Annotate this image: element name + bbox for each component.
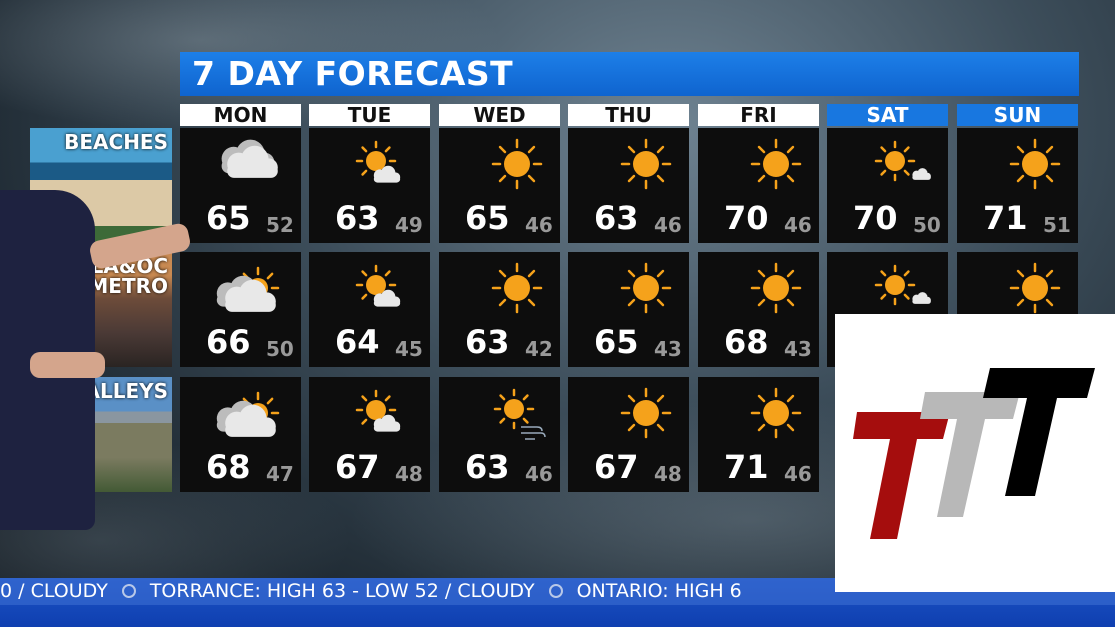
sun-cloud-icon xyxy=(355,140,401,183)
day-header-thu: THU xyxy=(568,104,689,127)
day-header-fri: FRI xyxy=(698,104,819,127)
forecast-cell: 63 49 xyxy=(309,128,430,243)
cloudy-icon xyxy=(221,139,278,178)
ticker-item: 0 / CLOUDY xyxy=(0,580,108,602)
sunny-icon xyxy=(620,138,672,190)
cbs-eye-icon xyxy=(121,584,136,598)
low-temp: 50 xyxy=(266,337,294,361)
forecast-cell: 65 46 xyxy=(439,128,560,243)
day-header-mon: MON xyxy=(180,104,301,127)
high-temp: 65 xyxy=(465,199,510,237)
forecast-cell: 70 50 xyxy=(827,128,948,243)
forecast-cell: 63 46 xyxy=(568,128,689,243)
ttt-logo-icon xyxy=(853,368,1095,539)
forecast-cell: 65 43 xyxy=(568,252,689,367)
forecast-cell: 67 48 xyxy=(309,377,430,492)
forecast-cell: 71 51 xyxy=(957,128,1078,243)
high-temp: 63 xyxy=(465,448,510,486)
sun-small-cloud-icon xyxy=(874,140,931,182)
sunny-icon xyxy=(1009,262,1061,314)
cbs-eye-icon xyxy=(548,584,563,598)
forecast-cell: 67 48 xyxy=(568,377,689,492)
low-temp: 45 xyxy=(395,337,423,361)
ticker-item: ONTARIO: HIGH 6 xyxy=(576,580,742,602)
high-temp: 63 xyxy=(465,323,510,361)
sunny-icon xyxy=(750,387,802,439)
high-temp: 66 xyxy=(206,323,251,361)
high-temp: 65 xyxy=(206,199,251,237)
high-temp: 65 xyxy=(594,323,639,361)
sunny-icon xyxy=(750,262,802,314)
partly-cloudy-icon xyxy=(216,391,280,437)
high-temp: 70 xyxy=(724,199,769,237)
high-temp: 68 xyxy=(724,323,769,361)
region-label: BEACHES xyxy=(64,130,168,154)
sunny-icon xyxy=(620,262,672,314)
low-temp: 46 xyxy=(784,462,812,486)
low-temp: 48 xyxy=(654,462,682,486)
day-header-wed: WED xyxy=(439,104,560,127)
day-header-tue: TUE xyxy=(309,104,430,127)
presenter-hand xyxy=(30,352,105,378)
high-temp: 71 xyxy=(983,199,1028,237)
high-temp: 71 xyxy=(724,448,769,486)
sunny-icon xyxy=(1009,138,1061,190)
high-temp: 67 xyxy=(594,448,639,486)
day-header-sun: SUN xyxy=(957,104,1078,127)
low-temp: 48 xyxy=(395,462,423,486)
low-temp: 52 xyxy=(266,213,294,237)
low-temp: 49 xyxy=(395,213,423,237)
forecast-cell: 70 46 xyxy=(698,128,819,243)
forecast-cell: 71 46 xyxy=(698,377,819,492)
high-temp: 64 xyxy=(335,323,380,361)
low-temp: 43 xyxy=(784,337,812,361)
forecast-cell: 65 52 xyxy=(180,128,301,243)
partly-cloudy-icon xyxy=(216,266,280,312)
forecast-cell: 66 50 xyxy=(180,252,301,367)
sunny-icon xyxy=(620,387,672,439)
day-header-sat: SAT xyxy=(827,104,948,127)
ttt-logo xyxy=(835,314,1115,592)
low-temp: 50 xyxy=(913,213,941,237)
high-temp: 68 xyxy=(206,448,251,486)
forecast-cell: 68 47 xyxy=(180,377,301,492)
low-temp: 46 xyxy=(784,213,812,237)
sun-cloud-icon xyxy=(355,264,401,307)
high-temp: 70 xyxy=(853,199,898,237)
high-temp: 63 xyxy=(594,199,639,237)
forecast-cell: 63 46 xyxy=(439,377,560,492)
high-temp: 67 xyxy=(335,448,380,486)
low-temp: 46 xyxy=(525,462,553,486)
high-temp: 63 xyxy=(335,199,380,237)
low-temp: 42 xyxy=(525,337,553,361)
sun-wind-icon xyxy=(493,388,546,440)
forecast-cell: 63 42 xyxy=(439,252,560,367)
sun-small-cloud-icon xyxy=(874,264,931,306)
ticker-item: TORRANCE: HIGH 63 - LOW 52 / CLOUDY xyxy=(149,580,535,602)
low-temp: 46 xyxy=(654,213,682,237)
low-temp: 51 xyxy=(1043,213,1071,237)
forecast-cell: 68 43 xyxy=(698,252,819,367)
sunny-icon xyxy=(750,138,802,190)
sunny-icon xyxy=(491,262,543,314)
low-temp: 43 xyxy=(654,337,682,361)
forecast-cell: 64 45 xyxy=(309,252,430,367)
low-temp: 46 xyxy=(525,213,553,237)
sun-cloud-icon xyxy=(355,389,401,432)
sunny-icon xyxy=(491,138,543,190)
forecast-title: 7 DAY FORECAST xyxy=(180,52,1079,96)
low-temp: 47 xyxy=(266,462,294,486)
